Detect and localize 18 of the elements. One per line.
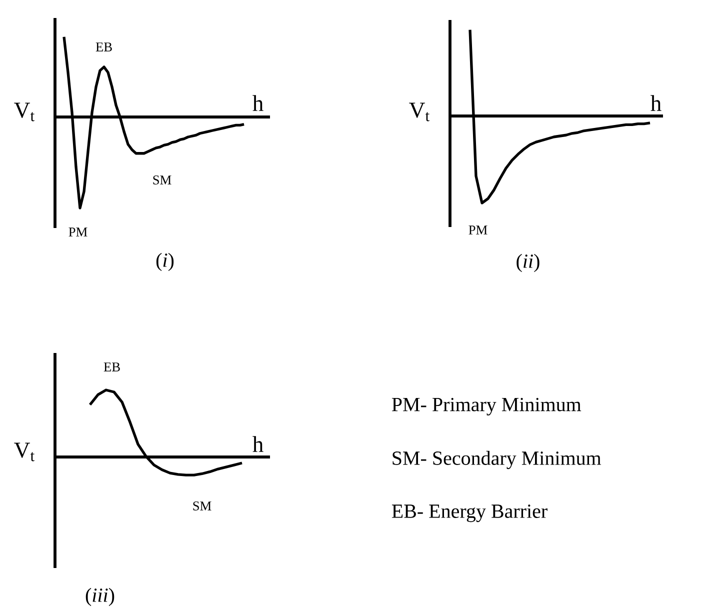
y-axis-title: V$_{t}$ — [409, 102, 430, 122]
text: SM — [193, 502, 212, 510]
text: (i) — [156, 252, 174, 272]
x-axis-title: h — [252, 95, 264, 111]
y-axis-title: V$_{t}$ — [14, 442, 35, 462]
x-axis-title: h — [650, 95, 662, 111]
annotation: SM — [153, 176, 172, 184]
text: PM — [68, 228, 88, 236]
text: PM- Primary Minimum — [392, 398, 582, 416]
x-axis-title: h — [252, 436, 264, 452]
text: SM- Secondary Minimum — [392, 450, 602, 470]
text: (ii) — [516, 254, 540, 272]
text: PM — [468, 226, 488, 234]
text: EB- Energy Barrier — [392, 504, 548, 522]
y-axis-title: V$_{t}$ — [14, 102, 35, 122]
text: (iii) — [86, 588, 114, 606]
annotation: EB — [96, 42, 112, 52]
text: EB — [104, 362, 120, 372]
